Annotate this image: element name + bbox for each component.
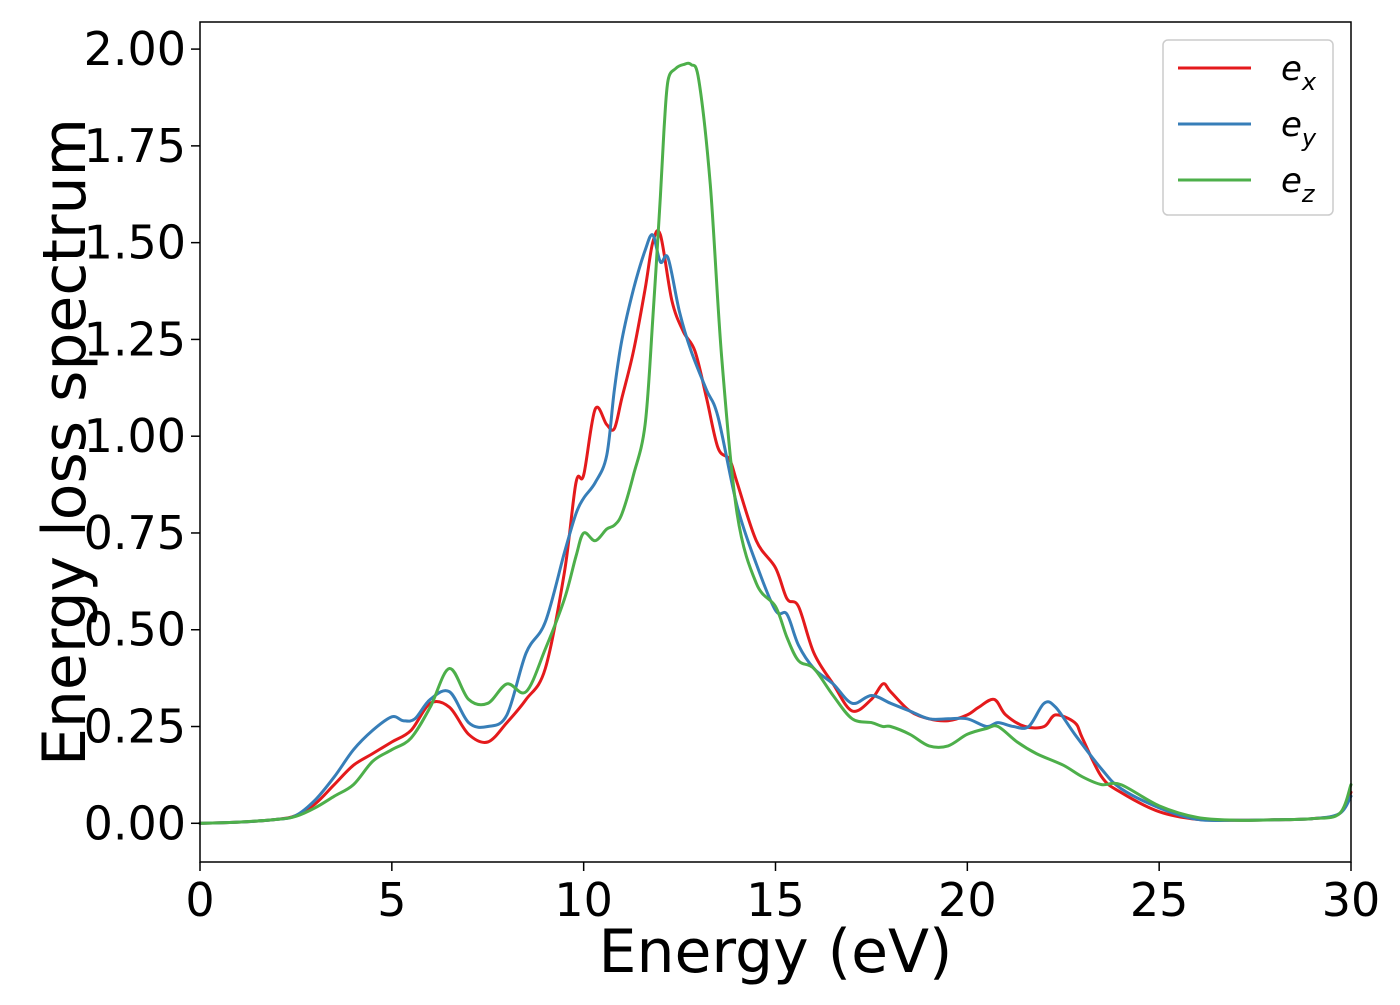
y-tick-label: 2.00	[84, 22, 186, 76]
legend: ex ey ez	[1162, 39, 1334, 216]
y-tick-label: 1.25	[84, 312, 186, 366]
legend-label-ex: ex	[1281, 49, 1317, 96]
x-tick-label: 30	[1322, 873, 1381, 927]
x-tick-label: 20	[938, 873, 997, 927]
series-line-ex	[198, 229, 1353, 825]
y-tick-label: 0.00	[84, 796, 186, 850]
y-axis-title: Energy loss spectrum	[30, 118, 100, 766]
x-tick-label: 5	[377, 873, 406, 927]
legend-label-ey: ey	[1281, 105, 1317, 152]
y-tick-label: 0.50	[84, 603, 186, 657]
series-line-ey	[198, 233, 1353, 825]
legend-box	[1162, 39, 1334, 216]
ticks-layer: 0 5 10 15 20 25 30 0.00 0.25 0.50 0.75 1.00 1.25 1.50…	[84, 22, 1381, 927]
y-tick-label: 0.25	[84, 700, 186, 754]
series-layer	[198, 61, 1353, 825]
x-tick-label: 0	[185, 873, 214, 927]
y-tick-label: 1.75	[84, 119, 186, 173]
y-tick-label: 1.50	[84, 216, 186, 270]
x-tick-label: 25	[1130, 873, 1189, 927]
y-tick-label: 0.75	[84, 506, 186, 560]
y-tick-label: 1.00	[84, 409, 186, 463]
x-tick-label: 15	[746, 873, 805, 927]
x-tick-label: 10	[554, 873, 613, 927]
x-axis-title: Energy (eV)	[599, 917, 953, 987]
series-line-ez	[198, 61, 1353, 825]
legend-label-ez: ez	[1281, 161, 1316, 208]
